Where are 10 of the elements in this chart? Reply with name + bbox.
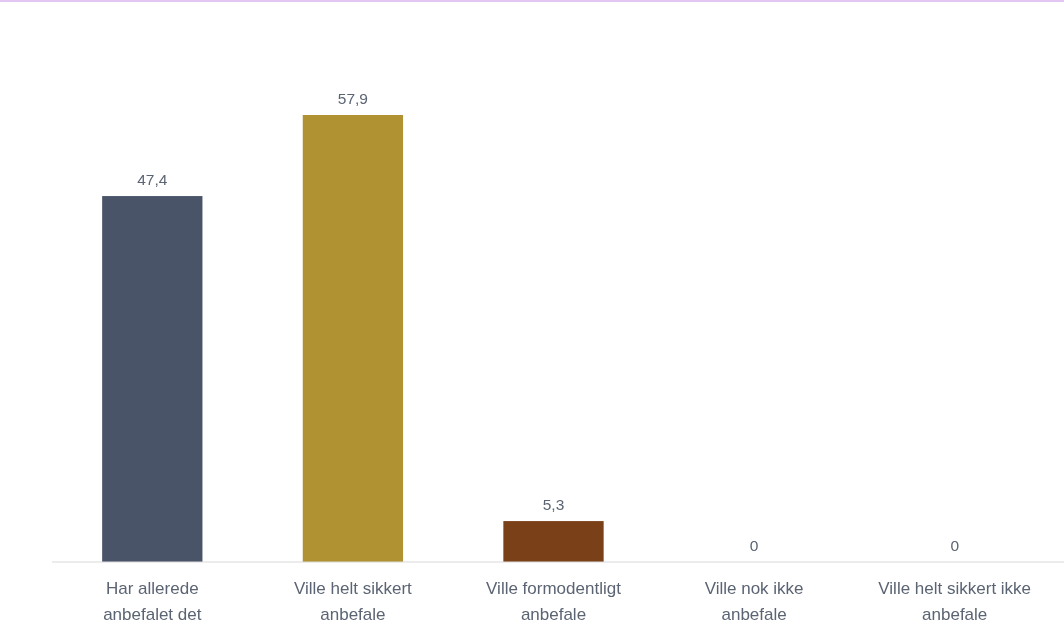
x-tick-label: Har allerede anbefalet det: [103, 579, 202, 624]
data-label: 5,3: [542, 496, 565, 514]
data-label: 57,9: [337, 90, 368, 107]
x-tick-label: Ville helt sikkert ikke anbefale: [878, 579, 1032, 624]
x-tick-label: Ville nok ikke anbefale: [704, 579, 804, 624]
data-label: 0: [950, 537, 960, 554]
data-label: 47,4: [137, 171, 168, 189]
data-label: 0: [749, 537, 759, 554]
x-tick-label: Ville helt sikkert anbefale: [294, 579, 413, 624]
x-tick-label: Ville formodentligt anbefale: [486, 579, 622, 624]
